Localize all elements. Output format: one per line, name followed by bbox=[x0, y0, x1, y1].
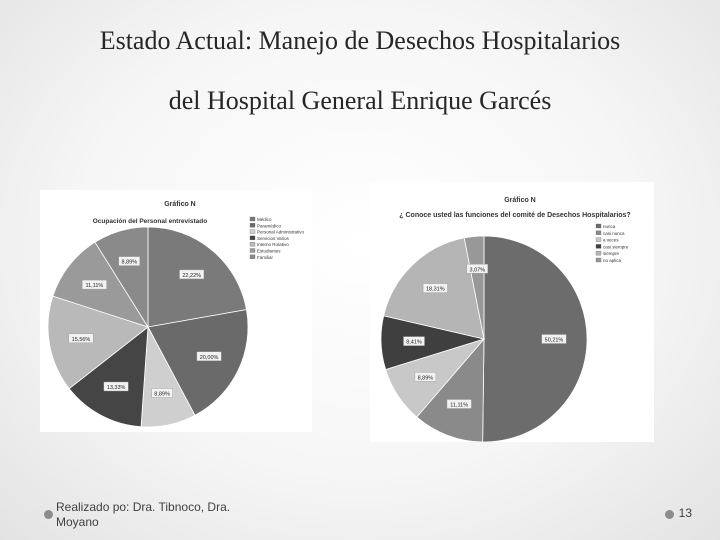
legend-swatch-1-5 bbox=[595, 257, 602, 263]
data-label-0-0: 22,22% bbox=[182, 273, 201, 279]
slide-title-line-1: Estado Actual: Manejo de Desechos Hospit… bbox=[99, 26, 621, 55]
pie-slice-1-5 bbox=[463, 235, 485, 340]
legend-swatch-1-4 bbox=[595, 251, 602, 256]
data-label-1-2: 8,89% bbox=[418, 375, 434, 381]
data-label-box bbox=[196, 351, 222, 362]
data-label-1-1: 11,11% bbox=[450, 403, 468, 409]
data-label-1-5: 3,07% bbox=[469, 267, 485, 273]
legend-swatch-1-3 bbox=[595, 244, 602, 249]
chart-panel-committee: Gráfico N ¿ Conoce usted las funciones de… bbox=[370, 182, 654, 443]
legend-swatch-0-0 bbox=[249, 216, 256, 222]
legend-entry-0-0: Médico bbox=[257, 217, 272, 222]
data-label-box bbox=[118, 256, 141, 266]
data-label-box bbox=[466, 264, 489, 274]
chart-title: Ocupación del Personal entrevistado bbox=[93, 218, 208, 225]
pie-slice-0-3 bbox=[68, 326, 149, 428]
data-label-0-1: 20,00% bbox=[200, 355, 219, 361]
data-label-0-3: 13,33% bbox=[107, 385, 126, 391]
legend-entry-0-5: Estudiantes bbox=[257, 249, 281, 254]
chart-panel-occupation: Gráfico N Ocupación del Personal entrevis… bbox=[40, 190, 312, 432]
data-label-box bbox=[541, 334, 567, 344]
legend-swatch-0-4 bbox=[249, 242, 256, 247]
data-label-0-2: 8,89% bbox=[154, 392, 170, 398]
legend-swatch-0-6 bbox=[249, 254, 256, 259]
data-label-box bbox=[103, 381, 129, 392]
pie-chart-committee: Gráfico N ¿ Conoce usted las funciones de… bbox=[380, 197, 631, 443]
chart-title: ¿ Conoce usted las funciones del comité … bbox=[399, 212, 630, 219]
page-number: 13 bbox=[678, 506, 692, 520]
legend-entry-1-4: siempre bbox=[603, 251, 620, 256]
data-label-1-3: 8,41% bbox=[406, 340, 422, 346]
data-label-box bbox=[82, 279, 107, 290]
chart-caption: Gráfico N bbox=[504, 197, 536, 204]
data-label-box bbox=[179, 269, 205, 280]
legend-swatch-0-2 bbox=[249, 229, 256, 234]
data-label-1-0: 50,21% bbox=[545, 338, 564, 344]
page-number-bullet bbox=[665, 510, 674, 519]
legend-entry-1-5: no aplica bbox=[603, 258, 622, 263]
footer-credit: Realizado po: Dra. Tibnoco, Dra. Moyano bbox=[56, 500, 231, 529]
legend-entry-0-1: Paramédico bbox=[257, 223, 282, 228]
pie-slice-1-1 bbox=[416, 337, 485, 443]
data-label-0-5: 11,11% bbox=[85, 283, 103, 289]
data-label-0-6: 8,89% bbox=[121, 260, 137, 266]
legend-entry-1-1: casi nunca bbox=[603, 231, 625, 236]
data-label-box bbox=[446, 399, 472, 409]
slide-title-line-2: del Hospital General Enrique Garcés bbox=[168, 86, 552, 115]
pie-slice-0-1 bbox=[147, 309, 249, 416]
legend-swatch-0-5 bbox=[249, 248, 256, 253]
data-label-box bbox=[151, 388, 173, 398]
pie-slice-0-6 bbox=[94, 226, 149, 329]
pie-chart-occupation: Gráfico N Ocupación del Personal entrevis… bbox=[47, 201, 305, 428]
footer-bullet bbox=[44, 510, 53, 519]
legend-entry-0-2: Personal Administrativo bbox=[257, 230, 305, 235]
legend-entry-1-2: a veces bbox=[603, 238, 619, 243]
legend-entry-0-4: Interno Rotativo bbox=[257, 242, 289, 247]
legend-swatch-0-3 bbox=[249, 235, 256, 241]
data-label-0-4: 15,56% bbox=[72, 337, 91, 343]
data-label-box bbox=[422, 283, 448, 293]
data-label-box bbox=[403, 336, 425, 346]
legend-swatch-1-0 bbox=[595, 223, 602, 229]
legend-entry-1-3: casi siempre bbox=[603, 244, 629, 249]
data-label-box bbox=[68, 333, 94, 344]
legend-swatch-1-1 bbox=[595, 230, 602, 235]
pie-slice-1-0 bbox=[482, 235, 588, 443]
legend-swatch-1-2 bbox=[595, 237, 602, 242]
legend-swatch-0-1 bbox=[249, 223, 256, 228]
legend-entry-1-0: nunca bbox=[603, 224, 616, 229]
legend-entry-0-3: Servicios Varios bbox=[257, 236, 290, 241]
data-label-box bbox=[414, 372, 437, 382]
data-label-1-4: 18,31% bbox=[426, 287, 445, 293]
legend-entry-0-6: Familiar bbox=[257, 255, 274, 260]
chart-caption: Gráfico N bbox=[164, 201, 196, 208]
